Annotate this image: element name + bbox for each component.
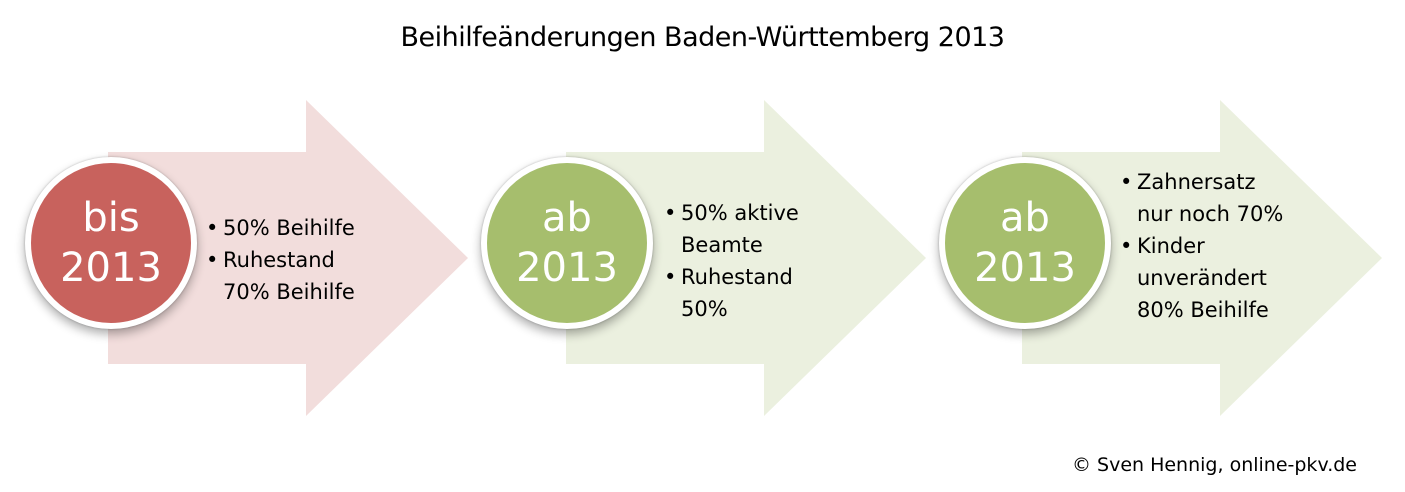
bullet-item: 50% Beihilfe [206, 212, 386, 244]
step-year: 2013 [974, 245, 1076, 291]
step-label: ab [1000, 195, 1050, 241]
bullet-item: Kinder unverändert 80% Beihilfe [1120, 230, 1285, 326]
step-year: 2013 [60, 245, 162, 291]
bullet-item: 50% aktive Beamte [664, 197, 814, 261]
step-circle: ab 2013 [481, 157, 653, 329]
step-circle: bis 2013 [25, 157, 197, 329]
step-label: bis [82, 195, 140, 241]
bullet-list: 50% aktive Beamte Ruhestand 50% [664, 197, 814, 325]
bullet-item: Ruhestand 70% Beihilfe [206, 244, 386, 308]
step-circle: ab 2013 [939, 157, 1111, 329]
diagram-title: Beihilfeänderungen Baden-Württemberg 201… [400, 22, 1005, 53]
bullet-item: Zahnersatz nur noch 70% [1120, 166, 1285, 230]
step-year: 2013 [516, 245, 618, 291]
step-label: ab [542, 195, 592, 241]
copyright-note: © Sven Hennig, online-pkv.de [1071, 454, 1357, 476]
bullet-list: 50% Beihilfe Ruhestand 70% Beihilfe [206, 212, 386, 308]
bullet-list: Zahnersatz nur noch 70% Kinder unverände… [1120, 166, 1285, 326]
bullet-item: Ruhestand 50% [664, 261, 814, 325]
